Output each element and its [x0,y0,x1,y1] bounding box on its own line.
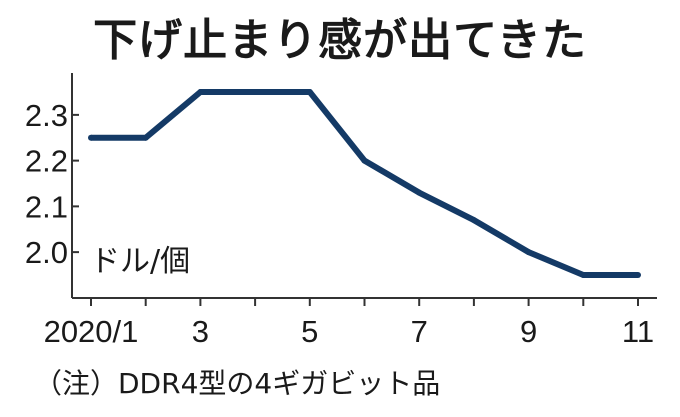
data-point-3 [252,89,259,95]
x-tick-label-4: 9 [520,314,537,349]
data-point-7 [470,217,477,224]
y-tick-label-0: 2.0 [25,235,68,270]
data-point-10 [635,272,641,278]
data-point-2 [197,89,204,95]
y-tick-label-3: 2.3 [25,98,68,133]
y-tick-label-1: 2.1 [25,189,68,224]
data-point-4 [306,89,313,95]
x-tick-label-3: 7 [411,314,428,349]
data-point-5 [361,157,368,164]
y-unit-label: ドル/個 [90,244,190,279]
data-point-1 [142,134,149,141]
footnote: （注）DDR4型の4ギガビット品 [34,367,441,400]
data-point-9 [580,272,587,278]
chart-title: 下げ止まり感が出てきた [93,15,587,66]
x-tick-label-2: 5 [301,314,318,349]
y-tick-label-2: 2.2 [25,144,68,179]
x-tick-label-0: 2020/1 [44,314,139,349]
x-tick-label-5: 11 [622,314,654,349]
data-point-8 [525,249,532,256]
x-tick-label-1: 3 [192,314,209,349]
series-group [88,89,641,278]
data-point-6 [416,189,423,196]
tick-labels: 2.0 2.1 2.2 2.3 2020/1 3 5 7 9 11 [25,98,654,349]
data-point-0 [88,134,94,141]
axes [71,73,657,306]
